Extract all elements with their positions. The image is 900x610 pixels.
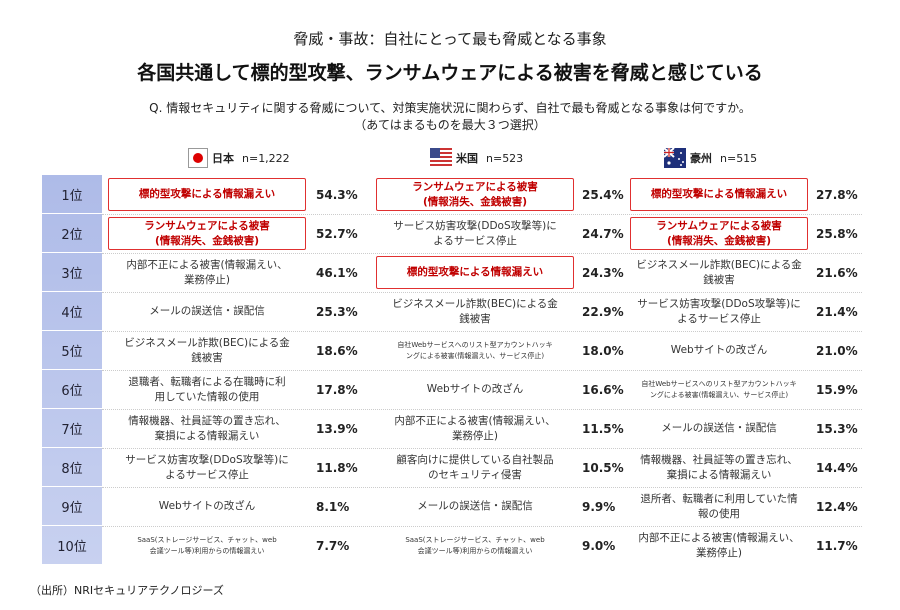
question: Q. 情報セキュリティに関する脅威について、対策実施状況に関わらず、自社で最も脅… <box>149 101 751 115</box>
threat-percent: 18.0% <box>582 343 624 358</box>
row-separator <box>102 292 862 293</box>
rank-column <box>42 175 102 565</box>
row-separator <box>102 253 862 254</box>
row-separator <box>102 448 862 449</box>
threat-percent: 24.3% <box>582 265 624 280</box>
rank-label: 10位 <box>42 526 102 565</box>
rank-label: 5位 <box>42 331 102 370</box>
title: 各国共通して標的型攻撃、ランサムウェアによる被害を脅威と感じている <box>137 62 763 84</box>
threat-percent: 21.0% <box>816 343 858 358</box>
threat-item: Webサイトの改ざん <box>670 344 768 356</box>
country-name: 米国 <box>456 152 478 165</box>
threat-item: 顧客向けに提供している自社製品 のセキュリティ侵害 <box>396 453 554 481</box>
country-name: 日本 <box>212 152 234 165</box>
rank-label: 3位 <box>42 253 102 292</box>
threat-percent: 9.9% <box>582 499 616 514</box>
threat-item: ビジネスメール詐欺(BEC)による金 銭被害 <box>392 297 558 325</box>
threat-percent: 17.8% <box>316 382 358 397</box>
threat-item: ビジネスメール詐欺(BEC)による金 銭被害 <box>636 258 802 286</box>
supertitle: 脅威・事故：自社にとって最も脅威となる事象 <box>293 30 607 48</box>
threat-item: メールの誤送信・誤配信 <box>417 500 533 512</box>
threat-percent: 11.5% <box>582 421 624 436</box>
threat-percent: 24.7% <box>582 226 624 241</box>
rank-label: 1位 <box>42 175 102 214</box>
threat-item: ランサムウェアによる被害 (情報消失、金銭被害) <box>630 217 808 250</box>
threat-percent: 25.4% <box>582 187 624 202</box>
threat-item: 標的型攻撃による情報漏えい <box>630 178 808 211</box>
row-separator <box>102 487 862 488</box>
flag-australia <box>664 148 686 168</box>
rank-label: 4位 <box>42 292 102 331</box>
question-note: （あてはまるものを最大３つ選択） <box>354 118 546 132</box>
row-separator <box>102 526 862 527</box>
rank-label: 6位 <box>42 370 102 409</box>
rank-label: 9位 <box>42 487 102 526</box>
threat-item: 情報機器、社員証等の置き忘れ、 棄損による情報漏えい <box>640 453 798 481</box>
threat-item: 自社Webサービスへのリスト型アカウントハッキ ングによる被害(情報漏えい、サー… <box>641 379 797 399</box>
threat-item: SaaS(ストレージサービス、チャット、web 会議ツール等)利用からの情報漏え… <box>405 535 545 555</box>
threat-item: Webサイトの改ざん <box>426 383 524 395</box>
threat-percent: 54.3% <box>316 187 358 202</box>
threat-item: ランサムウェアによる被害 (情報消失、金銭被害) <box>108 217 306 250</box>
threat-percent: 13.9% <box>316 421 358 436</box>
threat-item: 内部不正による被害(情報漏えい、 業務停止) <box>638 531 800 559</box>
sample-size: n=515 <box>720 151 758 165</box>
flag-us <box>430 148 452 168</box>
threat-item: Webサイトの改ざん <box>158 500 256 512</box>
threat-percent: 25.3% <box>316 304 358 319</box>
row-separator <box>102 331 862 332</box>
threat-item: 自社Webサービスへのリスト型アカウントハッキ ングによる被害(情報漏えい、サー… <box>397 340 553 360</box>
threat-item: 標的型攻撃による情報漏えい <box>108 178 306 211</box>
row-separator <box>102 214 862 215</box>
threat-item: メールの誤送信・誤配信 <box>149 305 265 317</box>
threat-percent: 25.8% <box>816 226 858 241</box>
threat-percent: 22.9% <box>582 304 624 319</box>
country-name: 豪州 <box>690 152 712 165</box>
threat-item: SaaS(ストレージサービス、チャット、web 会議ツール等)利用からの情報漏え… <box>137 535 277 555</box>
threat-item: サービス妨害攻撃(DDoS攻撃等)に よるサービス停止 <box>637 297 801 325</box>
threat-item: 退職者、転職者による在職時に利 用していた情報の使用 <box>128 375 286 403</box>
sample-size: n=1,222 <box>242 151 290 165</box>
rank-label: 7位 <box>42 409 102 448</box>
rank-label: 8位 <box>42 448 102 487</box>
threat-item: サービス妨害攻撃(DDoS攻撃等)に よるサービス停止 <box>393 219 557 247</box>
threat-percent: 12.4% <box>816 499 858 514</box>
threat-percent: 10.5% <box>582 460 624 475</box>
threat-percent: 8.1% <box>316 499 350 514</box>
row-separator <box>102 370 862 371</box>
rank-label: 2位 <box>42 214 102 253</box>
threat-percent: 14.4% <box>816 460 858 475</box>
threat-percent: 21.6% <box>816 265 858 280</box>
flag-japan <box>188 148 208 168</box>
threat-percent: 11.7% <box>816 538 858 553</box>
threat-item: ランサムウェアによる被害 (情報消失、金銭被害) <box>376 178 574 211</box>
threat-percent: 27.8% <box>816 187 858 202</box>
threat-percent: 15.9% <box>816 382 858 397</box>
threat-percent: 9.0% <box>582 538 616 553</box>
threat-percent: 52.7% <box>316 226 358 241</box>
threat-item: 退所者、転職者に利用していた情 報の使用 <box>640 492 798 520</box>
threat-percent: 7.7% <box>316 538 350 553</box>
threat-percent: 15.3% <box>816 421 858 436</box>
country-header: 日本 n=1,222 <box>212 147 290 169</box>
threat-percent: 18.6% <box>316 343 358 358</box>
threat-item: メールの誤送信・誤配信 <box>661 422 777 434</box>
country-header: 米国 n=523 <box>456 147 523 169</box>
source: （出所）NRIセキュリアテクノロジーズ <box>30 584 224 597</box>
threat-item: 情報機器、社員証等の置き忘れ、 棄損による情報漏えい <box>128 414 286 442</box>
sample-size: n=523 <box>486 151 524 165</box>
row-separator <box>102 409 862 410</box>
country-header: 豪州 n=515 <box>690 147 757 169</box>
threat-percent: 11.8% <box>316 460 358 475</box>
threat-percent: 16.6% <box>582 382 624 397</box>
threat-item: ビジネスメール詐欺(BEC)による金 銭被害 <box>124 336 290 364</box>
threat-item: 標的型攻撃による情報漏えい <box>376 256 574 289</box>
threat-percent: 46.1% <box>316 265 358 280</box>
threat-item: サービス妨害攻撃(DDoS攻撃等)に よるサービス停止 <box>125 453 289 481</box>
threat-percent: 21.4% <box>816 304 858 319</box>
threat-item: 内部不正による被害(情報漏えい、 業務停止) <box>126 258 288 286</box>
threat-item: 内部不正による被害(情報漏えい、 業務停止) <box>394 414 556 442</box>
